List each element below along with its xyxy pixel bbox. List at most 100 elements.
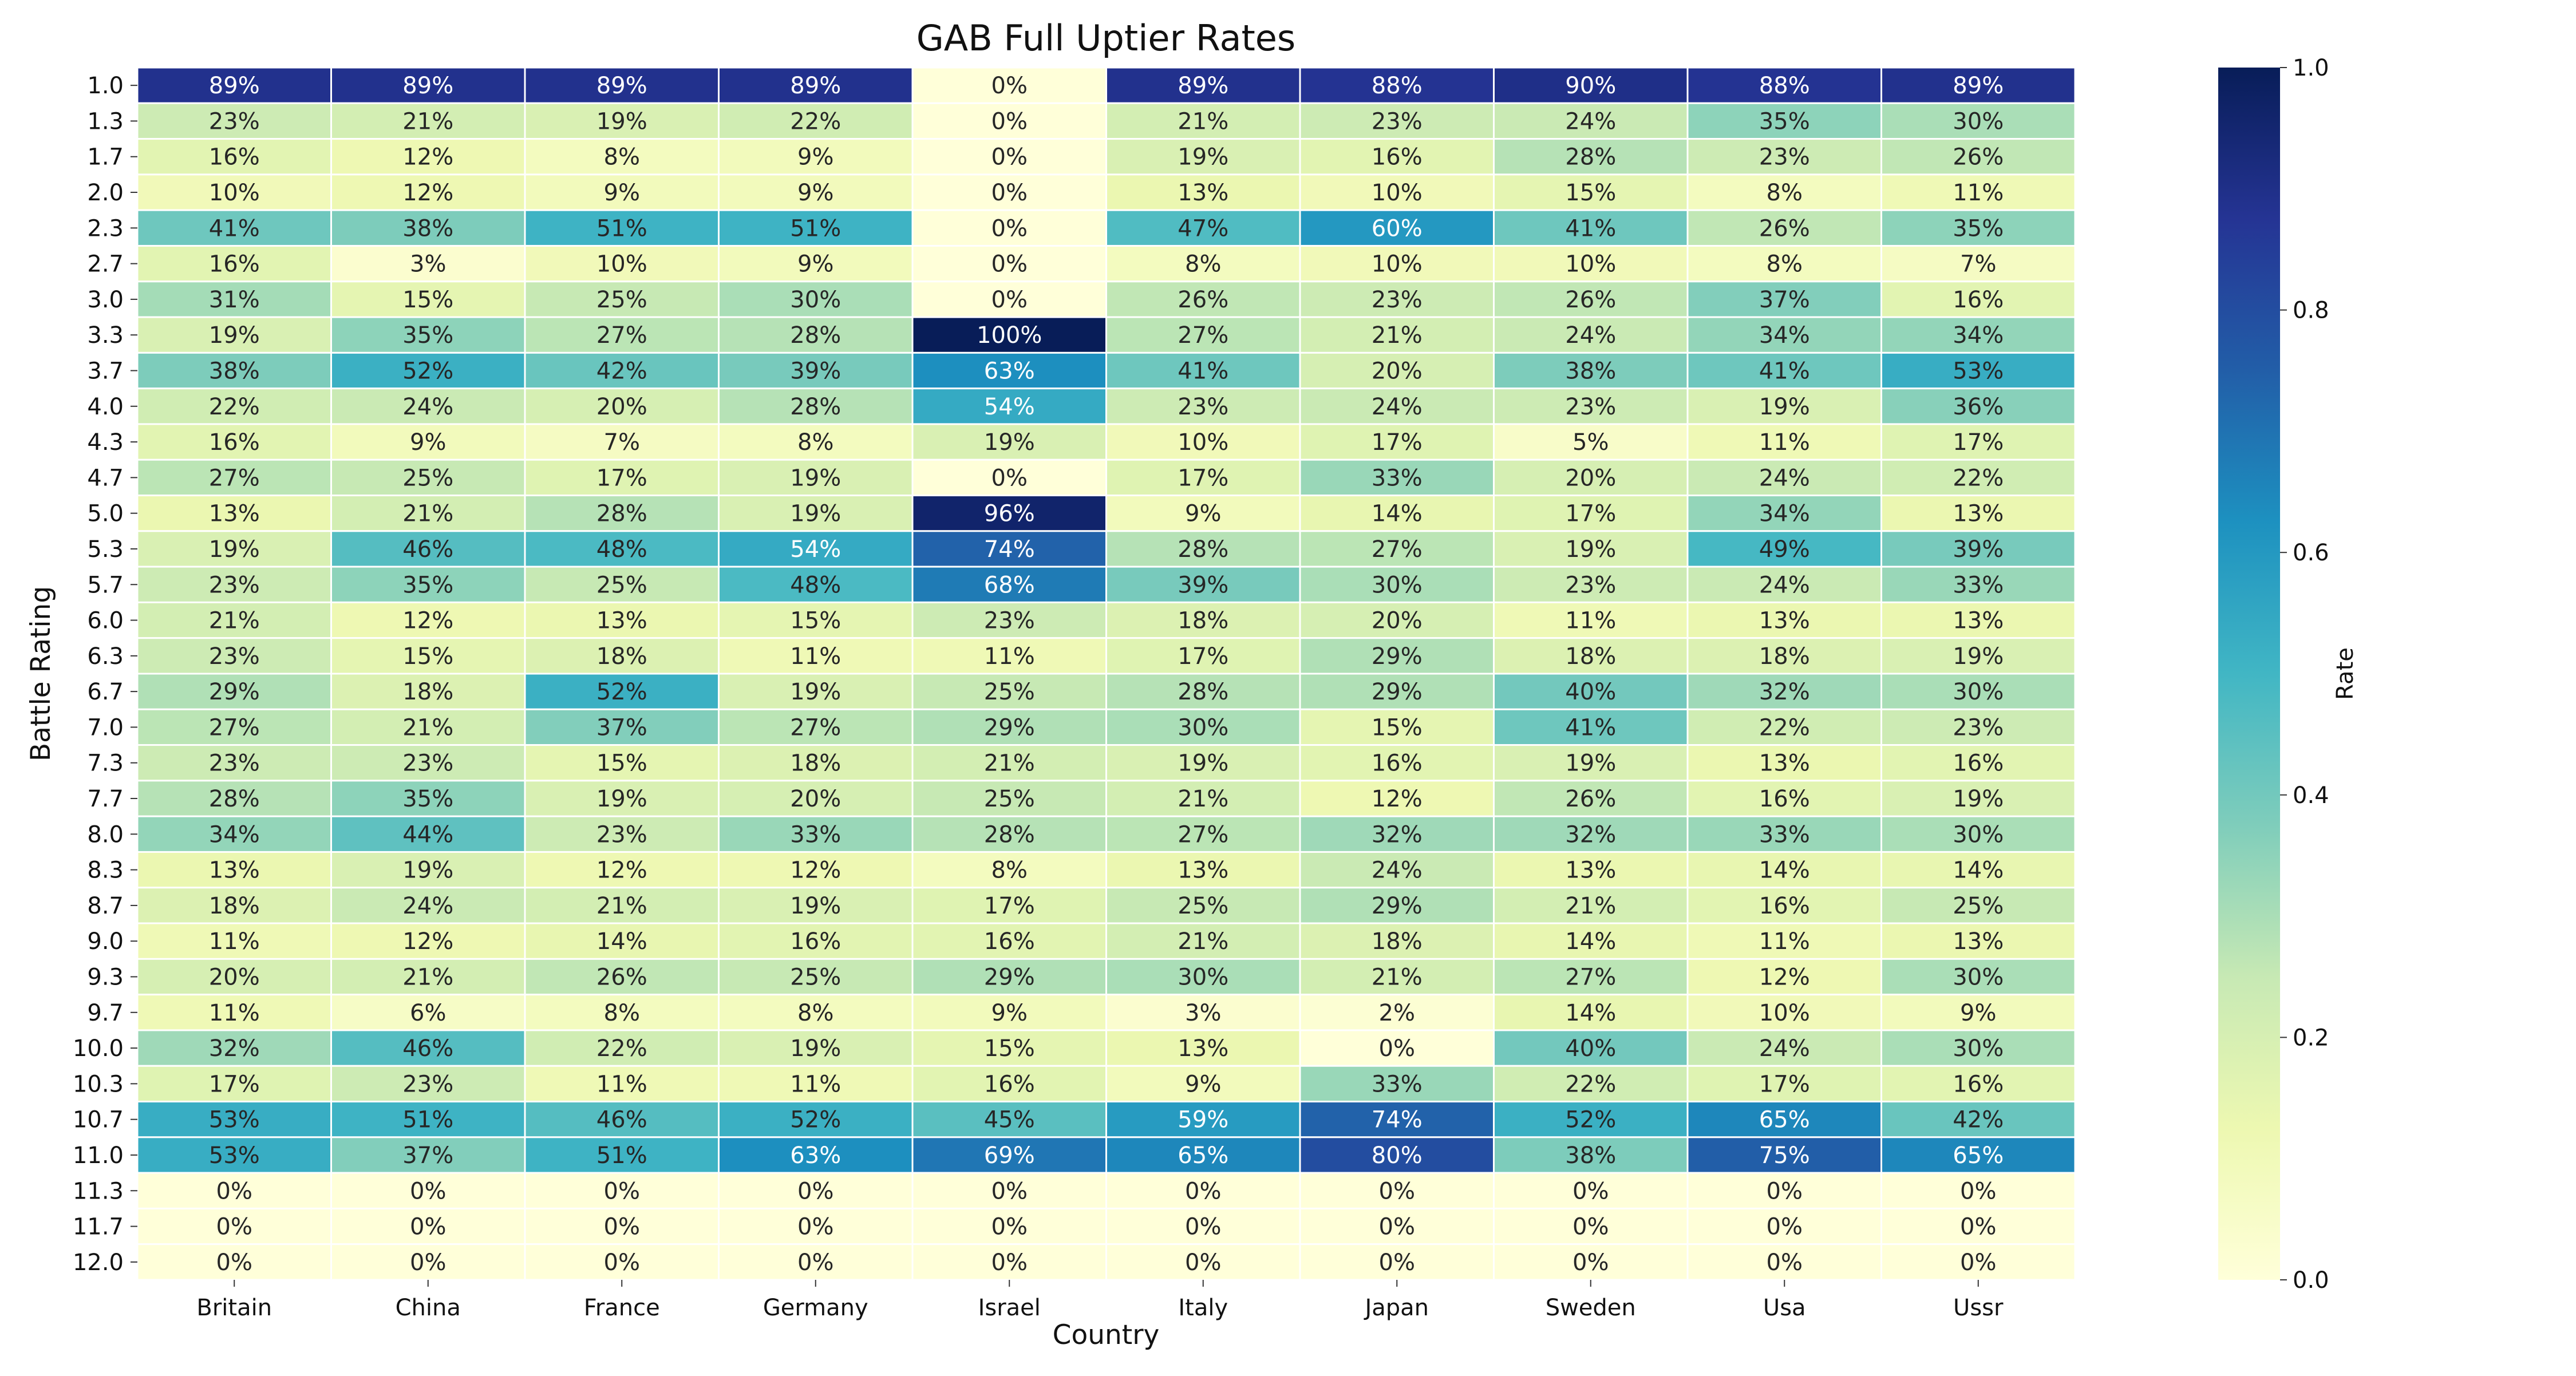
cell-value-label: 8% xyxy=(604,1000,640,1026)
heatmap-cell xyxy=(524,1243,720,1281)
cell-value-label: 33% xyxy=(790,821,841,848)
heatmap-cell xyxy=(1880,1207,2076,1245)
y-tick-label: 9.7 xyxy=(87,1000,124,1026)
cell-value-label: 11% xyxy=(596,1071,647,1097)
cell-value-label: 16% xyxy=(1759,893,1810,919)
heatmap-cell xyxy=(1493,566,1689,603)
heatmap-cell xyxy=(330,815,526,853)
cell-value-label: 19% xyxy=(596,786,647,812)
heatmap-cell xyxy=(718,351,914,390)
cell-value-label: 0% xyxy=(604,1250,640,1276)
cell-value-label: 22% xyxy=(596,1035,647,1062)
cell-value-label: 13% xyxy=(209,501,260,527)
heatmap-cell xyxy=(718,244,914,283)
heatmap-cell xyxy=(1105,887,1301,924)
heatmap-cell xyxy=(1299,566,1495,603)
cell-value-label: 28% xyxy=(984,821,1035,848)
x-tick-label: Ussr xyxy=(1953,1295,2004,1321)
heatmap-cell xyxy=(524,316,720,354)
cell-value-label: 65% xyxy=(1759,1107,1810,1133)
heatmap-cell xyxy=(1299,887,1495,924)
y-tick-label: 11.3 xyxy=(73,1178,124,1204)
heatmap-cell xyxy=(524,1136,720,1174)
cell-value-label: 8% xyxy=(604,144,640,171)
heatmap-cell xyxy=(1493,673,1689,710)
cell-value-label: 0% xyxy=(991,180,1028,206)
heatmap-cell xyxy=(718,423,914,461)
cell-value-label: 19% xyxy=(1565,750,1616,777)
heatmap-cell xyxy=(1880,280,2076,318)
cell-value-label: 27% xyxy=(1178,322,1228,349)
heatmap-cell xyxy=(911,244,1107,283)
heatmap-cell xyxy=(330,887,526,924)
cell-value-label: 12% xyxy=(1372,786,1423,812)
cell-value-label: 18% xyxy=(402,679,453,705)
cell-value-label: 69% xyxy=(984,1142,1035,1169)
heatmap-cell xyxy=(911,209,1107,247)
cell-value-label: 9% xyxy=(1960,1000,1996,1026)
cell-value-label: 0% xyxy=(604,1178,640,1204)
cell-value-label: 32% xyxy=(1565,821,1616,848)
heatmap-cell xyxy=(1105,316,1301,354)
heatmap-cell xyxy=(1686,209,1882,247)
cell-value-label: 23% xyxy=(402,1071,453,1097)
heatmap-cell xyxy=(911,1065,1107,1103)
cell-value-label: 23% xyxy=(1565,572,1616,598)
x-tick-label: China xyxy=(396,1295,461,1321)
heatmap-cell xyxy=(1299,351,1495,390)
cell-value-label: 18% xyxy=(790,750,841,777)
x-tick-labels: Britain China France Germany Israel Italy Japa… xyxy=(196,1280,2004,1321)
y-tick-label: 8.3 xyxy=(87,857,124,884)
heatmap-cell xyxy=(1493,1207,1689,1245)
chart-title: GAB Full Uptier Rates xyxy=(916,17,1296,59)
cell-value-label: 65% xyxy=(1953,1142,2004,1169)
heatmap-cell xyxy=(1493,1029,1689,1067)
cell-value-label: 16% xyxy=(1372,144,1423,171)
cell-value-label: 9% xyxy=(797,180,833,206)
cell-value-label: 13% xyxy=(1178,857,1228,884)
heatmap-cell xyxy=(330,1029,526,1067)
cell-value-label: 9% xyxy=(1185,501,1221,527)
cell-value-label: 33% xyxy=(1372,1071,1423,1097)
cell-value-label: 3% xyxy=(410,251,446,278)
colorbar-tick-label: 0.2 xyxy=(2293,1025,2329,1051)
cell-value-label: 65% xyxy=(1178,1142,1228,1169)
cell-value-label: 0% xyxy=(1573,1250,1609,1276)
cell-value-label: 38% xyxy=(1565,358,1616,385)
cell-value-label: 63% xyxy=(790,1142,841,1169)
cell-value-label: 37% xyxy=(596,714,647,741)
cell-value-label: 37% xyxy=(1759,287,1810,313)
heatmap-cell xyxy=(1880,138,2076,176)
cell-value-label: 60% xyxy=(1372,215,1423,242)
cell-value-label: 22% xyxy=(790,108,841,135)
cell-value-label: 9% xyxy=(410,429,446,456)
heatmap-cell xyxy=(524,994,720,1031)
y-tick-label: 4.0 xyxy=(87,394,124,420)
heatmap-cell xyxy=(718,280,914,318)
cell-value-label: 17% xyxy=(984,893,1035,919)
cell-value-label: 34% xyxy=(209,821,260,848)
cell-value-label: 23% xyxy=(402,750,453,777)
cell-value-label: 21% xyxy=(1178,928,1228,955)
heatmap-cell xyxy=(1493,138,1689,176)
cell-value-label: 0% xyxy=(797,1178,833,1204)
cell-value-label: 10% xyxy=(1565,251,1616,278)
cell-value-label: 48% xyxy=(596,536,647,563)
heatmap-cell xyxy=(330,138,526,176)
heatmap-cell xyxy=(330,851,526,889)
heatmap-cell xyxy=(1880,673,2076,710)
cell-value-label: 0% xyxy=(1767,1214,1803,1240)
cell-value-label: 0% xyxy=(1960,1250,1996,1276)
cell-value-label: 22% xyxy=(1565,1071,1616,1097)
heatmap-cell xyxy=(1686,566,1882,603)
heatmap-cell xyxy=(1105,673,1301,710)
cell-value-label: 52% xyxy=(1565,1107,1616,1133)
heatmap-cell xyxy=(911,887,1107,924)
cell-value-label: 89% xyxy=(790,73,841,99)
cell-value-label: 0% xyxy=(1185,1214,1221,1240)
cell-value-label: 0% xyxy=(991,108,1028,135)
cell-value-label: 75% xyxy=(1759,1142,1810,1169)
cell-value-label: 53% xyxy=(209,1142,260,1169)
cell-value-label: 15% xyxy=(402,287,453,313)
